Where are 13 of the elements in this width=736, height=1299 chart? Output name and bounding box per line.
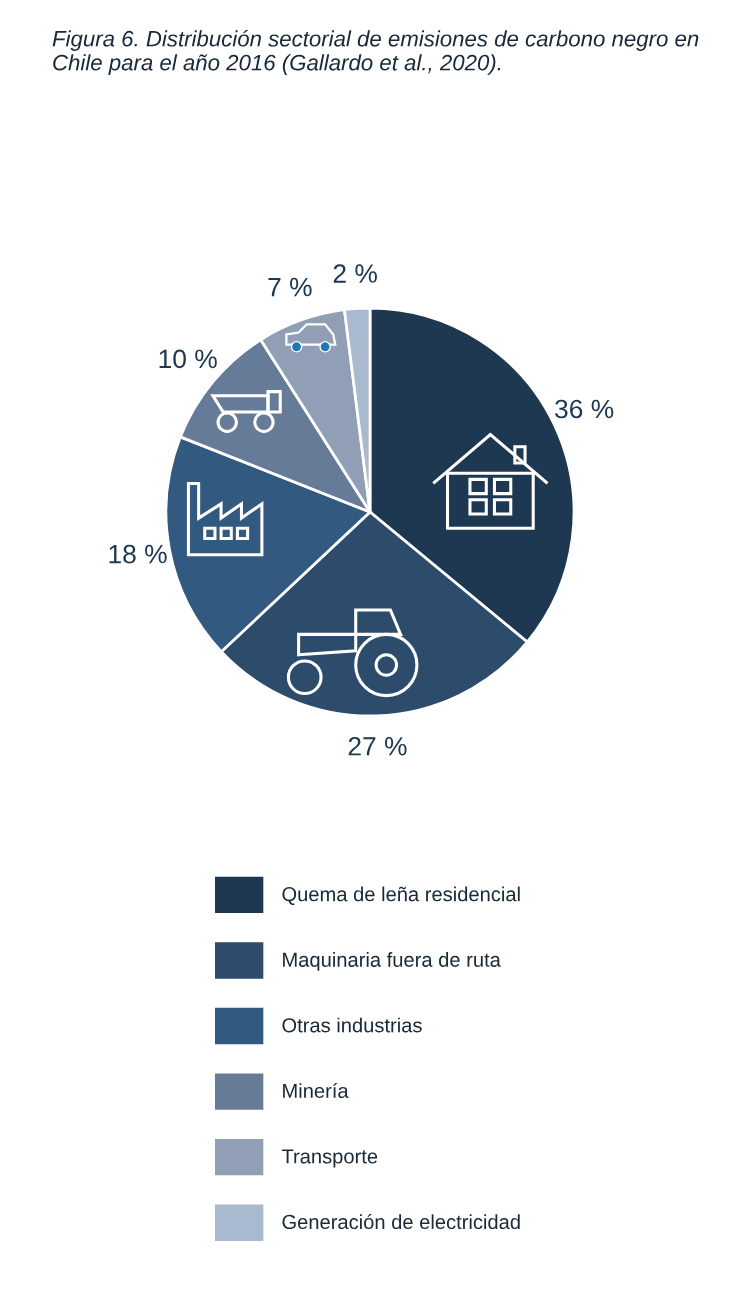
legend-label: Otras industrias bbox=[282, 1017, 422, 1033]
legend-label: Quema de leña residencial bbox=[282, 886, 520, 905]
legend-label: Transporte bbox=[281, 1149, 378, 1168]
legend-label: Generación de electricidad bbox=[282, 1214, 520, 1230]
data-label: 18 % bbox=[109, 544, 167, 564]
data-label: 2 % bbox=[333, 264, 377, 283]
data-label: 10 % bbox=[159, 349, 217, 369]
legend-label: Minería bbox=[283, 1082, 349, 1098]
data-label: 36 % bbox=[555, 399, 614, 419]
legend-label: Maquinaria fuera de ruta bbox=[283, 952, 501, 971]
chart-title: Figura 6. Distribución sectorial de emisiones de carbono negro en Chile para el año 2016 (Gallardo et al., 2020). bbox=[52, 30, 699, 75]
data-label: 7 % bbox=[268, 277, 312, 297]
data-label: 27 % bbox=[348, 736, 407, 756]
